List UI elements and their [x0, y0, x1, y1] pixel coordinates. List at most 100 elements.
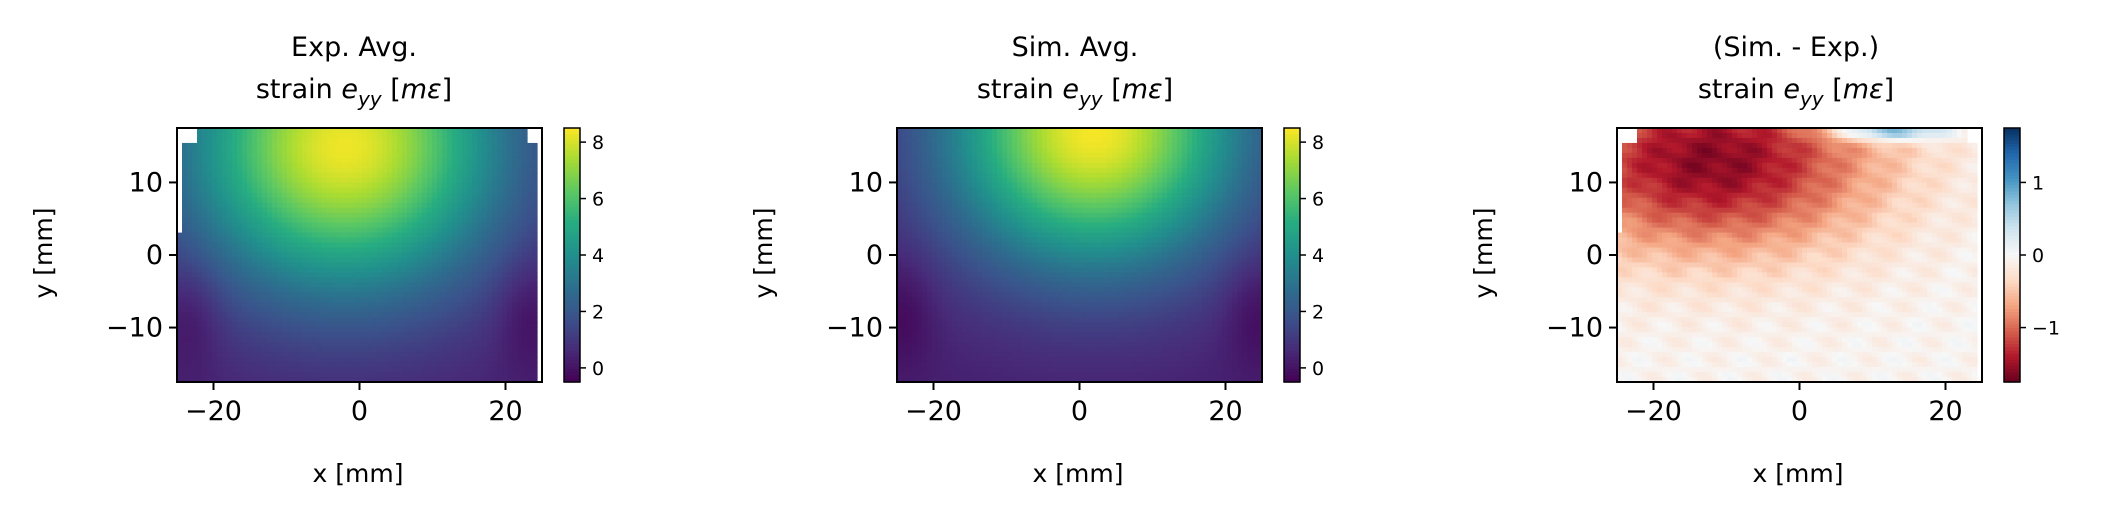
heatmap-cell [322, 347, 328, 353]
heatmap-cell [397, 217, 403, 224]
heatmap-cell [432, 162, 438, 169]
heatmap-cell [1252, 172, 1258, 179]
heatmap-cell [392, 247, 398, 254]
heatmap-cell [1077, 202, 1083, 209]
heatmap-cell [392, 282, 398, 288]
heatmap-cell [1222, 207, 1228, 214]
heatmap-cell [272, 197, 278, 204]
heatmap-cell [392, 128, 398, 134]
heatmap-cell [1192, 152, 1198, 159]
heatmap-cell [1067, 177, 1073, 184]
heatmap-cell [482, 292, 488, 298]
heatmap-cell [397, 227, 403, 234]
heatmap-cell [467, 282, 473, 288]
heatmap-cell [372, 172, 378, 179]
heatmap-cell [272, 332, 278, 338]
heatmap-cell [422, 267, 428, 274]
heatmap-cell [337, 157, 343, 164]
heatmap-cell [1147, 172, 1153, 179]
heatmap-cell [437, 347, 443, 353]
heatmap-cell [347, 362, 353, 368]
heatmap-cell [1122, 157, 1128, 164]
heatmap-cell [327, 357, 333, 363]
heatmap-cell [397, 262, 403, 269]
heatmap-cell [1202, 132, 1208, 139]
heatmap-cell [357, 147, 363, 154]
heatmap-cell [492, 137, 498, 144]
heatmap-cell [462, 222, 468, 229]
heatmap-cell [902, 162, 908, 169]
heatmap-cell [517, 262, 523, 269]
heatmap-cell [437, 142, 443, 149]
heatmap-cell [247, 252, 253, 259]
heatmap-cell [932, 172, 938, 179]
heatmap-cell [1187, 157, 1193, 164]
heatmap-cell [1182, 172, 1188, 179]
heatmap-cell [1217, 142, 1223, 149]
heatmap-cell [1227, 197, 1233, 204]
heatmap-cell [922, 202, 928, 209]
heatmap-cell [317, 132, 323, 139]
heatmap-cell [302, 262, 308, 269]
heatmap-cell [352, 372, 358, 378]
heatmap-cell [1042, 202, 1048, 209]
heatmap-cell [177, 252, 183, 259]
heatmap-cell [427, 137, 433, 144]
heatmap-cell [297, 282, 303, 288]
heatmap-cell [197, 162, 203, 169]
heatmap-cell [372, 297, 378, 303]
heatmap-cell [417, 317, 423, 323]
heatmap-cell [267, 372, 273, 378]
heatmap-cell [252, 137, 258, 144]
heatmap-cell [522, 347, 528, 353]
heatmap-cell [237, 128, 243, 134]
heatmap-cell [482, 307, 488, 313]
heatmap-cell [952, 162, 958, 169]
heatmap-cell [962, 137, 968, 144]
heatmap-cell [317, 167, 323, 174]
heatmap-cell [212, 172, 218, 179]
heatmap-cell [1152, 142, 1158, 149]
heatmap-cell [212, 222, 218, 229]
heatmap-cell [362, 282, 368, 288]
heatmap-cell [1127, 142, 1133, 149]
heatmap-cell [407, 222, 413, 229]
heatmap-cell [1127, 187, 1133, 194]
heatmap-cell [422, 167, 428, 174]
heatmap-cell [522, 377, 528, 382]
heatmap-cell [527, 182, 533, 189]
heatmap-cell [437, 222, 443, 229]
heatmap-cell [992, 162, 998, 169]
heatmap-cell [497, 302, 503, 308]
heatmap-cell [237, 252, 243, 259]
heatmap-cell [222, 222, 228, 229]
heatmap-cell [292, 227, 298, 234]
heatmap-cell [902, 152, 908, 159]
heatmap-cell [202, 157, 208, 164]
heatmap-cell [492, 372, 498, 378]
heatmap-cell [517, 287, 523, 293]
heatmap-cell [462, 287, 468, 293]
heatmap-cell [367, 362, 373, 368]
heatmap-cell [1047, 128, 1053, 134]
heatmap-cell [282, 222, 288, 229]
heatmap-cell [522, 372, 528, 378]
heatmap-cell [1157, 172, 1163, 179]
heatmap-cell [512, 317, 518, 323]
heatmap-cell [222, 147, 228, 154]
heatmap-cell [272, 267, 278, 274]
heatmap-cell [1242, 157, 1248, 164]
heatmap-cell [402, 282, 408, 288]
heatmap-cell [1237, 207, 1243, 214]
heatmap-cell [902, 202, 908, 209]
heatmap-cell [427, 332, 433, 338]
heatmap-cell [487, 272, 493, 279]
heatmap-cell [452, 202, 458, 209]
heatmap-cell [452, 257, 458, 264]
heatmap-cell [362, 147, 368, 154]
heatmap-cell [222, 157, 228, 164]
heatmap-cell [242, 142, 248, 149]
heatmap-cell [1257, 128, 1262, 134]
heatmap-cell [307, 247, 313, 254]
heatmap-cell [1022, 207, 1028, 214]
